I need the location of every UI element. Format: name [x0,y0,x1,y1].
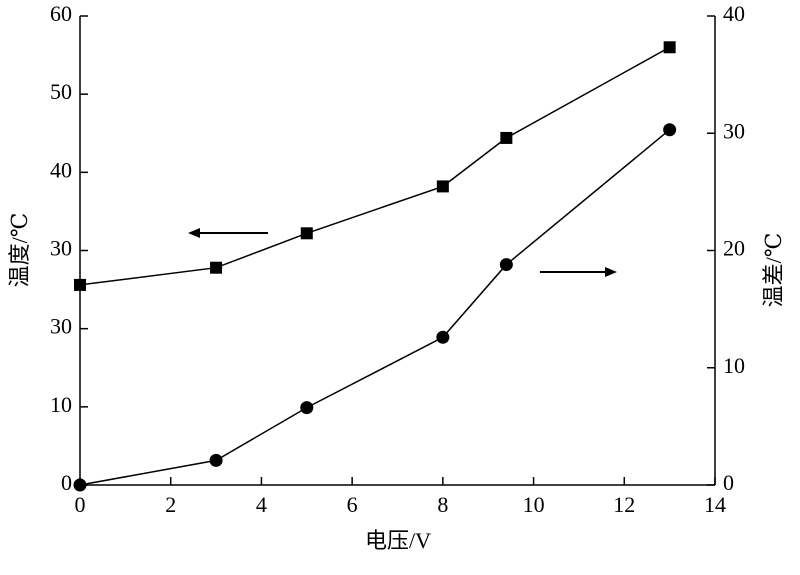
circle-marker [300,401,314,415]
x-tick-label: 6 [347,492,358,517]
square-marker [500,131,513,144]
y2-tick-label: 30 [723,118,745,143]
y2-tick-label: 0 [723,470,734,495]
circle-marker [209,453,223,467]
y-tick-label: 0 [61,470,72,495]
y-tick-label: 50 [50,79,72,104]
y2-tick-label: 40 [723,1,745,26]
square-marker [74,278,86,291]
y-tick-label: 60 [50,1,72,26]
x-tick-label: 10 [523,492,545,517]
y-tick-label: 10 [50,392,72,417]
circle-marker [663,123,677,137]
series-line [79,129,671,486]
x-axis-title: 电压/V [365,528,431,553]
y2-tick-label: 20 [723,236,745,261]
square-marker [663,41,676,54]
square-marker [436,180,449,193]
arrow-left-head [188,228,200,238]
square-marker [210,261,223,274]
y-axis-title: 温度/℃ [7,213,32,288]
arrow-right-head [605,267,617,277]
circle-marker [73,478,87,492]
square-marker [300,227,313,240]
y-tick-label: 30 [50,314,72,339]
x-tick-label: 2 [165,492,176,517]
y2-axis-title: 温差/℃ [761,233,786,308]
y2-tick-label: 10 [723,353,745,378]
x-tick-label: 14 [704,492,726,517]
x-tick-label: 8 [437,492,448,517]
circle-marker [436,330,450,344]
x-tick-label: 12 [613,492,635,517]
x-tick-label: 0 [75,492,86,517]
y-tick-label: 30 [50,236,72,261]
y-tick-label: 40 [50,157,72,182]
series-line [79,46,671,286]
x-tick-label: 4 [256,492,267,517]
circle-marker [499,258,513,272]
